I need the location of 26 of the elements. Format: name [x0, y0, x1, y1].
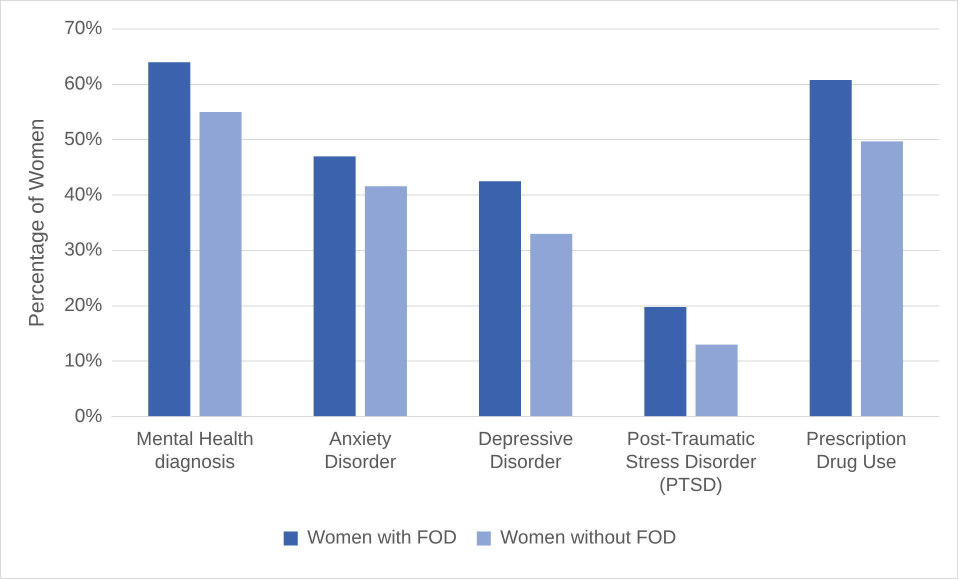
x-tick-label: Anxiety Disorder: [324, 429, 397, 474]
x-tick-label: Depressive Disorder: [478, 429, 574, 474]
y-tick-label: 30%: [64, 240, 102, 261]
x-tick-label: Mental Health diagnosis: [136, 429, 254, 474]
y-tick-label: 0%: [74, 406, 102, 427]
x-tick-label: Prescription Drug Use: [806, 429, 906, 474]
legend-label: Women with FOD: [307, 528, 457, 549]
y-tick-label: 20%: [64, 295, 102, 316]
bar: [810, 80, 852, 416]
y-tick-label: 70%: [64, 18, 102, 40]
bar: [696, 344, 738, 416]
y-tick-label: 60%: [64, 74, 102, 95]
bar: [478, 181, 521, 416]
x-tick-label: Post-Traumatic Stress Disorder (PTSD): [626, 429, 758, 496]
y-tick-label: 10%: [64, 350, 102, 372]
y-tick-label: 50%: [64, 128, 102, 150]
bar: [644, 306, 686, 416]
bar: [364, 186, 407, 416]
bar: [200, 112, 242, 416]
legend-label: Women without FOD: [500, 528, 676, 549]
y-axis-title: Percentage of Women: [25, 118, 48, 328]
bar: [530, 234, 572, 416]
bar: [314, 156, 356, 416]
bar: [860, 141, 903, 416]
bar: [148, 62, 190, 416]
y-tick-label: 40%: [64, 184, 102, 206]
